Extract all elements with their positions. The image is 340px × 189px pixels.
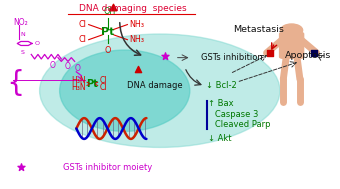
Text: Pt: Pt [101,27,115,37]
Text: O: O [50,61,56,70]
Text: Metastasis: Metastasis [233,25,284,34]
Ellipse shape [59,50,190,131]
Point [135,67,141,70]
Text: ↓ Akt: ↓ Akt [208,134,232,143]
Text: Cl: Cl [100,83,107,92]
Text: DNA damage: DNA damage [127,81,183,91]
Text: Apoptosis: Apoptosis [285,51,332,60]
Text: NH₃: NH₃ [130,35,145,44]
Text: DNA damaging  species: DNA damaging species [79,4,187,13]
Text: GSTs inhibitor moiety: GSTs inhibitor moiety [63,163,152,172]
Text: O: O [35,41,39,46]
Text: NH₃: NH₃ [130,20,145,29]
Text: Cl: Cl [79,20,86,29]
Text: O: O [105,46,111,55]
Point [311,51,317,54]
Text: S: S [21,50,25,54]
Ellipse shape [40,34,280,147]
Text: Cleaved Parp: Cleaved Parp [207,120,271,129]
Text: NO₂: NO₂ [14,18,28,27]
Point [110,5,116,8]
Point [162,54,168,57]
Text: ↓ Bcl-2: ↓ Bcl-2 [206,81,237,91]
Text: Caspase 3: Caspase 3 [207,110,259,119]
Text: }: } [1,66,18,94]
Circle shape [280,24,303,36]
Text: Cl: Cl [79,35,86,44]
FancyBboxPatch shape [279,33,304,58]
Text: O: O [65,62,71,71]
Text: H₃N: H₃N [72,83,86,92]
Text: OH: OH [104,7,116,16]
Text: N: N [20,33,25,37]
Text: H₃N: H₃N [72,76,86,85]
Text: Cl: Cl [100,76,107,85]
Point [19,166,24,169]
Point [267,51,273,54]
Text: Pt: Pt [86,79,98,88]
Text: ↑ Bax: ↑ Bax [208,98,234,108]
Text: O: O [75,64,81,74]
Text: GSTs inhibition: GSTs inhibition [202,53,263,62]
